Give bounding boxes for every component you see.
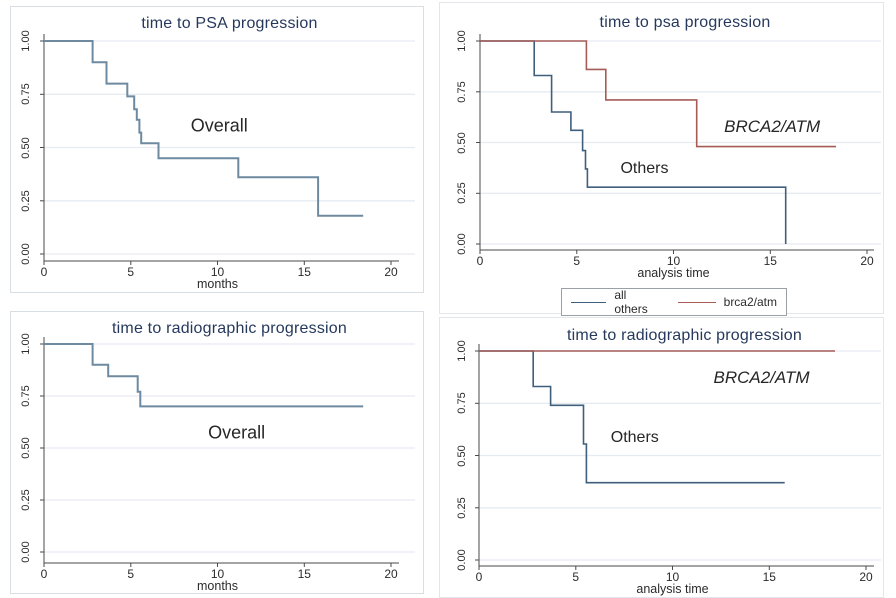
x-tick-label: 20 [859, 570, 873, 584]
y-tick-label: 1.00 [456, 340, 468, 362]
x-tick-label: 0 [40, 265, 48, 279]
chart-title: time to psa progression [599, 14, 771, 31]
chart-title: time to PSA progression [141, 15, 318, 32]
x-tick-label: 20 [384, 567, 398, 581]
x-tick-label: 15 [762, 570, 776, 584]
chart-title: time to radiographic progression [112, 320, 347, 337]
y-tick-label: 0.50 [20, 437, 32, 459]
plot-radiographic-groups [475, 344, 881, 570]
y-tick-label: 0.50 [20, 136, 32, 159]
y-tick-label: 1.00 [20, 333, 32, 355]
x-tick-label: 5 [573, 254, 581, 268]
x-tick-label: 20 [384, 265, 398, 279]
x-tick-label: 0 [40, 567, 48, 581]
y-tick-label: 0.25 [20, 489, 32, 511]
km-curve-overall [44, 343, 364, 408]
y-tick-label: 0.00 [456, 549, 468, 571]
y-tick-label: 0.50 [456, 444, 468, 467]
km-curve-all-others [480, 40, 787, 244]
annotation-others: Others [610, 428, 659, 446]
chart-title: time to radiographic progression [567, 327, 802, 344]
y-tick-label: 1.00 [456, 30, 468, 52]
x-tick-label: 10 [666, 254, 681, 268]
km-curve-brca2-atm [480, 40, 836, 148]
x-tick-label: 15 [297, 265, 311, 279]
y-tick-label: 0.25 [20, 190, 32, 212]
y-tick-label: 0.25 [456, 497, 468, 519]
plot-psa-overall [40, 34, 415, 265]
km-curve-overall [44, 40, 364, 217]
x-axis-title: months [197, 579, 238, 593]
annotation-others: Others [620, 159, 669, 177]
x-tick-label: 5 [572, 570, 580, 584]
panel-psa-overall: time to PSA progression months 0.00 0.25 0… [10, 6, 424, 293]
legend-line-sample-red [677, 301, 716, 303]
x-tick-label: 0 [475, 570, 483, 584]
plot-psa-groups [476, 34, 881, 254]
x-tick-label: 15 [763, 254, 777, 268]
legend-label: all others [614, 288, 648, 316]
x-tick-label: 20 [860, 254, 874, 268]
x-tick-label: 10 [210, 567, 225, 581]
x-axis-title: analysis time [637, 266, 710, 280]
y-tick-label: 0.75 [20, 385, 32, 407]
y-tick-label: 0.50 [456, 131, 468, 154]
y-tick-label: 1.00 [20, 30, 32, 52]
y-tick-label: 0.25 [456, 182, 468, 204]
y-tick-label: 0.00 [20, 541, 32, 563]
legend: all others brca2/atm [561, 288, 787, 316]
y-tick-label: 0.00 [456, 233, 468, 255]
annotation-overall: Overall [208, 422, 266, 443]
panel-radiographic-groups: time to radiographic progression analysi… [439, 317, 884, 598]
legend-line-sample-blue [571, 301, 607, 303]
legend-item-all-others: all others [571, 288, 660, 316]
panel-psa-groups: time to psa progression analysis time al… [439, 2, 884, 316]
plot-radiographic-overall [40, 337, 415, 567]
legend-label: brca2/atm [723, 295, 777, 309]
legend-item-brca2-atm: brca2/atm [677, 295, 777, 309]
x-tick-label: 10 [665, 570, 680, 584]
annotation-brca2-atm: BRCA2/ATM [724, 117, 821, 137]
y-tick-label: 0.00 [20, 243, 32, 265]
y-tick-label: 0.75 [20, 83, 32, 105]
annotation-overall: Overall [190, 115, 248, 136]
y-tick-label: 0.75 [456, 81, 468, 103]
x-tick-label: 5 [127, 265, 135, 279]
y-tick-label: 0.75 [456, 392, 468, 414]
panel-radiographic-overall: time to radiographic progression months … [10, 311, 424, 594]
x-axis-title: months [197, 277, 238, 291]
x-tick-label: 0 [476, 254, 484, 268]
annotation-brca2-atm: BRCA2/ATM [713, 368, 810, 388]
x-tick-label: 15 [297, 567, 311, 581]
x-tick-label: 10 [210, 265, 225, 279]
km-curve-all-others [479, 350, 785, 484]
x-axis-title: analysis time [636, 582, 709, 596]
x-tick-label: 5 [127, 567, 135, 581]
